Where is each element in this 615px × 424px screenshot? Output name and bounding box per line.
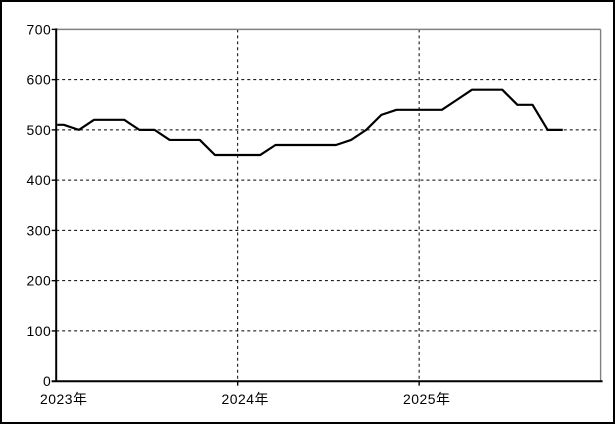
y-axis-tick-label: 500: [26, 122, 51, 138]
y-axis-tick-label: 0: [43, 373, 51, 389]
data-series-line: [57, 88, 563, 157]
y-axis-tick-label: 300: [26, 222, 51, 238]
y-axis-tick-label: 100: [26, 323, 51, 339]
y-axis-tick-label: 600: [26, 72, 51, 88]
y-axis-tick-label: 400: [26, 172, 51, 188]
y-axis-tick-label: 200: [26, 273, 51, 289]
y-axis-tick-label: 700: [26, 21, 51, 37]
x-axis-year-label: 2023年: [40, 391, 87, 407]
x-axis-year-label: 2024年: [222, 391, 269, 407]
x-axis-year-label: 2025年: [403, 391, 450, 407]
